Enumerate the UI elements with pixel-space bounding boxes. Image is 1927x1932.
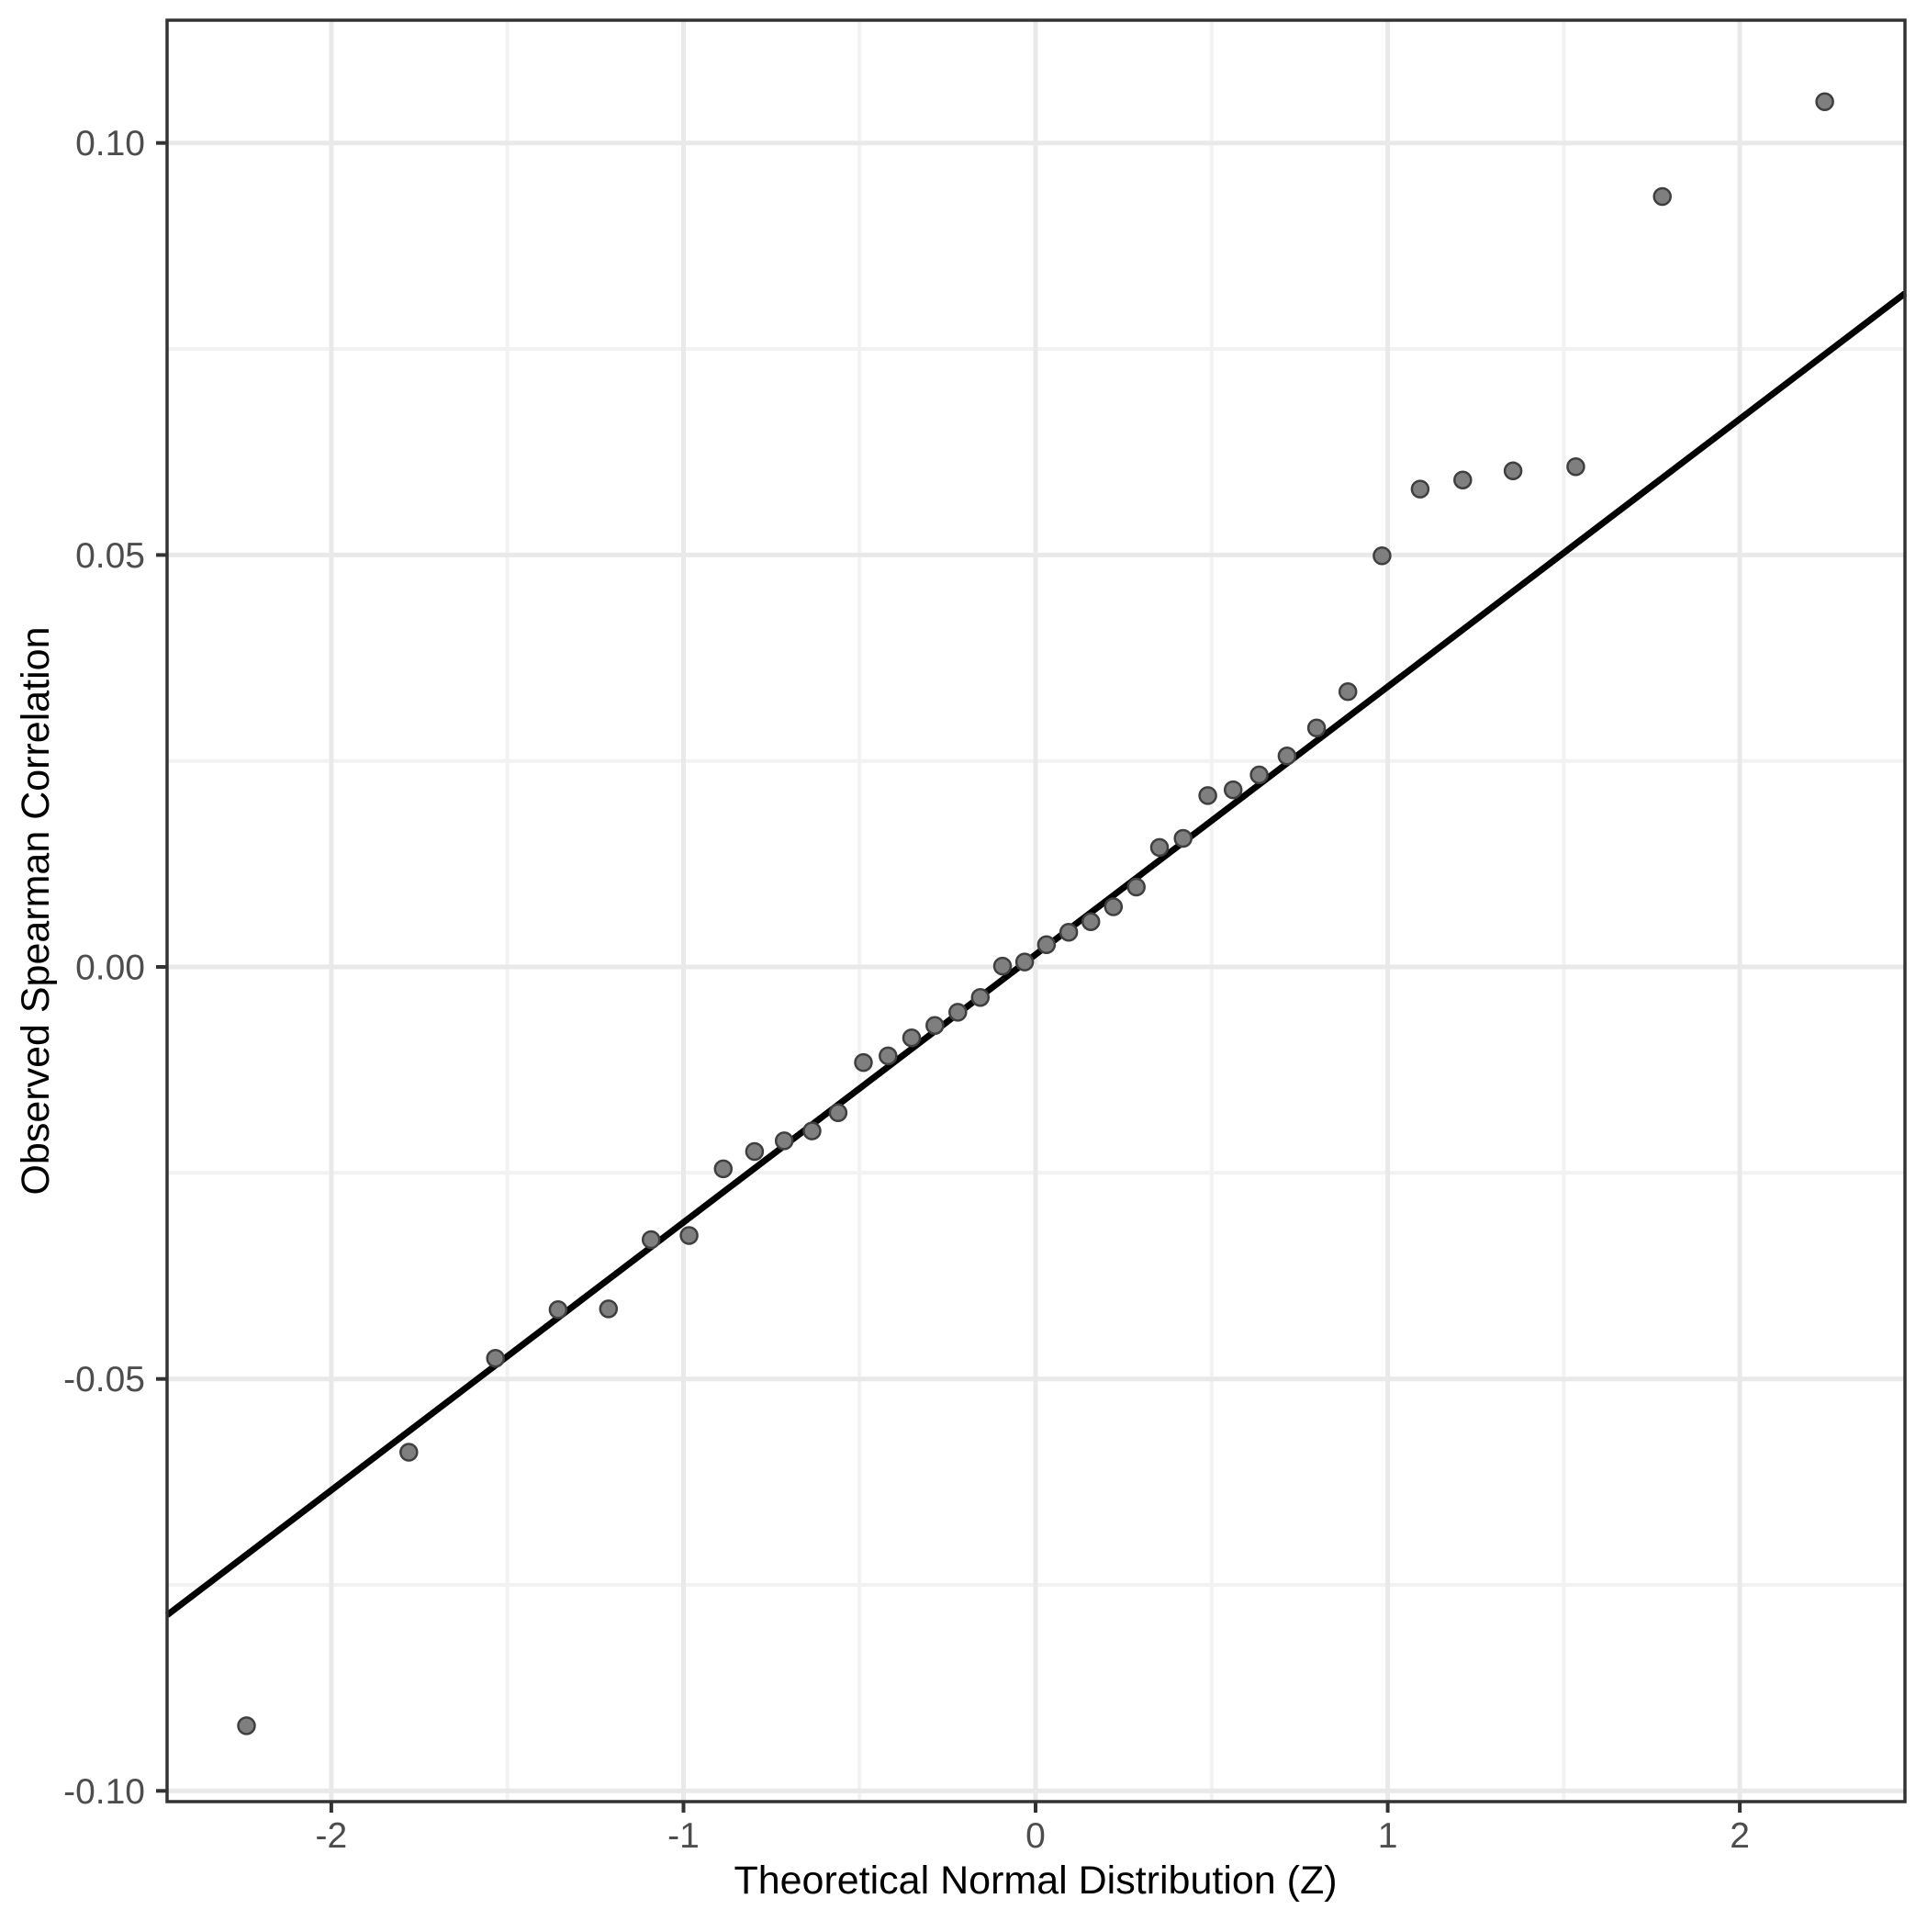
y-tick-label: 0.00 bbox=[75, 949, 145, 988]
data-point bbox=[1081, 912, 1101, 931]
data-point bbox=[1223, 780, 1243, 800]
gridlines-major bbox=[167, 20, 1905, 1802]
data-point bbox=[486, 1348, 505, 1368]
scatter-points bbox=[237, 92, 1834, 1735]
y-tick-label: -0.05 bbox=[63, 1360, 145, 1399]
y-tick-labels: 0.10 0.05 0.00 -0.05 -0.10 bbox=[63, 124, 145, 1812]
data-point bbox=[1104, 897, 1124, 916]
data-point bbox=[1198, 786, 1217, 805]
data-point bbox=[902, 1028, 922, 1048]
data-point bbox=[1410, 479, 1430, 499]
data-point bbox=[1372, 546, 1392, 566]
data-point bbox=[399, 1443, 419, 1462]
x-tick-label: -1 bbox=[667, 1816, 700, 1856]
data-point bbox=[1173, 828, 1193, 848]
x-tick-labels: -2 -1 0 1 2 bbox=[316, 1816, 1750, 1856]
data-point bbox=[774, 1131, 794, 1151]
data-point bbox=[1014, 952, 1035, 972]
data-point bbox=[1036, 935, 1057, 955]
x-axis-title: Theoretical Normal Distribution (Z) bbox=[734, 1859, 1337, 1903]
data-point bbox=[854, 1052, 873, 1073]
data-point bbox=[1059, 923, 1079, 942]
data-point bbox=[1249, 765, 1269, 785]
x-tick-label: 1 bbox=[1378, 1816, 1398, 1856]
data-point bbox=[992, 956, 1013, 976]
y-tick-label: 0.10 bbox=[75, 124, 145, 163]
data-point bbox=[599, 1299, 619, 1319]
x-tick-label: 2 bbox=[1730, 1816, 1750, 1856]
data-point bbox=[1566, 457, 1585, 477]
data-point bbox=[970, 987, 991, 1007]
data-point bbox=[1149, 837, 1170, 858]
y-axis-title: Observed Spearman Correlation bbox=[14, 626, 58, 1195]
data-point bbox=[1306, 718, 1327, 738]
data-point bbox=[1338, 682, 1358, 702]
data-point bbox=[1453, 470, 1473, 489]
y-tick-label: -0.10 bbox=[63, 1772, 145, 1812]
data-point bbox=[745, 1141, 765, 1162]
data-point bbox=[1653, 186, 1672, 207]
x-tick-label: 0 bbox=[1025, 1816, 1046, 1856]
data-point bbox=[802, 1121, 822, 1140]
data-point bbox=[1815, 92, 1834, 112]
data-point bbox=[713, 1159, 734, 1179]
data-point bbox=[925, 1016, 945, 1035]
data-point bbox=[879, 1046, 898, 1066]
data-point bbox=[948, 1003, 968, 1022]
reference-line bbox=[164, 290, 1908, 1618]
data-point bbox=[548, 1300, 568, 1320]
data-point bbox=[828, 1103, 848, 1123]
data-point bbox=[641, 1230, 661, 1250]
x-tick-label: -2 bbox=[316, 1816, 348, 1856]
data-point bbox=[1503, 461, 1523, 481]
data-point bbox=[237, 1716, 256, 1735]
y-tick-label: 0.05 bbox=[75, 536, 145, 576]
data-point bbox=[1126, 877, 1146, 897]
axis-tick-marks bbox=[156, 140, 1742, 1813]
data-point bbox=[679, 1226, 699, 1245]
data-point bbox=[1277, 747, 1297, 766]
